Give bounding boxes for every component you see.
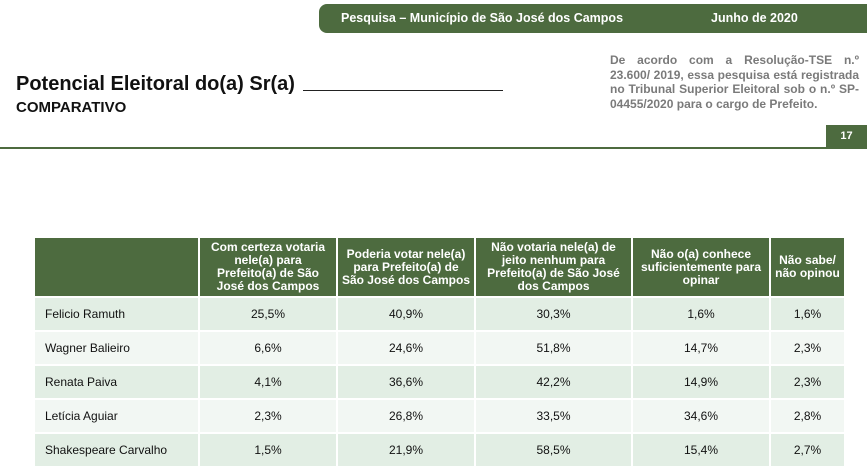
cell-does-not-know: 15,4% <box>631 432 771 466</box>
survey-date: Junho de 2020 <box>711 11 798 25</box>
candidate-name: Renata Paiva <box>35 364 200 399</box>
cell-does-not-know: 14,7% <box>631 330 771 365</box>
table-row: Felicio Ramuth 25,5% 40,9% 30,3% 1,6% 1,… <box>35 296 846 331</box>
legal-note: De acordo com a Resolução-TSE n.º 23.600… <box>610 53 859 111</box>
page-subtitle: COMPARATIVO <box>16 99 127 116</box>
page-title-text: Potencial Eleitoral do(a) Sr(a) <box>16 73 295 95</box>
cell-certainly-vote: 4,1% <box>198 364 338 399</box>
cell-would-not-vote: 42,2% <box>474 364 633 399</box>
page-title: Potencial Eleitoral do(a) Sr(a) <box>16 73 503 96</box>
cell-could-vote: 40,9% <box>336 296 476 331</box>
cell-does-not-know: 34,6% <box>631 398 771 433</box>
title-blank-line <box>302 90 503 91</box>
cell-would-not-vote: 30,3% <box>474 296 633 331</box>
cell-certainly-vote: 2,3% <box>198 398 338 433</box>
table-row: Letícia Aguiar 2,3% 26,8% 33,5% 34,6% 2,… <box>35 398 846 433</box>
cell-would-not-vote: 58,5% <box>474 432 633 466</box>
candidate-name: Wagner Balieiro <box>35 330 200 365</box>
page-number-badge: 17 <box>826 125 867 147</box>
candidate-name: Shakespeare Carvalho <box>35 432 200 466</box>
header-divider <box>0 147 867 149</box>
candidate-name: Letícia Aguiar <box>35 398 200 433</box>
cell-could-vote: 21,9% <box>336 432 476 466</box>
cell-would-not-vote: 33,5% <box>474 398 633 433</box>
header-band: Pesquisa – Município de São José dos Cam… <box>319 4 867 33</box>
column-header-does-not-know-candidate: Não o(a) conhece suficientemente para op… <box>631 238 771 297</box>
cell-could-vote: 24,6% <box>336 330 476 365</box>
column-header-could-vote: Poderia votar nele(a) para Prefeito(a) d… <box>336 238 476 297</box>
table-header-row: Com certeza votaria nele(a) para Prefeit… <box>35 238 846 297</box>
cell-no-opinion: 2,3% <box>769 330 846 365</box>
results-table: Com certeza votaria nele(a) para Prefeit… <box>35 238 846 466</box>
table-row: Shakespeare Carvalho 1,5% 21,9% 58,5% 15… <box>35 432 846 466</box>
cell-certainly-vote: 1,5% <box>198 432 338 466</box>
cell-no-opinion: 2,3% <box>769 364 846 399</box>
cell-does-not-know: 1,6% <box>631 296 771 331</box>
column-header-candidate <box>35 238 200 297</box>
cell-certainly-vote: 6,6% <box>198 330 338 365</box>
cell-no-opinion: 1,6% <box>769 296 846 331</box>
column-header-no-opinion: Não sabe/ não opinou <box>769 238 846 297</box>
table-row: Renata Paiva 4,1% 36,6% 42,2% 14,9% 2,3% <box>35 364 846 399</box>
cell-would-not-vote: 51,8% <box>474 330 633 365</box>
cell-could-vote: 36,6% <box>336 364 476 399</box>
table-row: Wagner Balieiro 6,6% 24,6% 51,8% 14,7% 2… <box>35 330 846 365</box>
cell-could-vote: 26,8% <box>336 398 476 433</box>
cell-certainly-vote: 25,5% <box>198 296 338 331</box>
column-header-would-not-vote: Não votaria nele(a) de jeito nenhum para… <box>474 238 633 297</box>
cell-no-opinion: 2,8% <box>769 398 846 433</box>
candidate-name: Felicio Ramuth <box>35 296 200 331</box>
cell-does-not-know: 14,9% <box>631 364 771 399</box>
cell-no-opinion: 2,7% <box>769 432 846 466</box>
survey-label: Pesquisa – Município de São José dos Cam… <box>341 11 624 25</box>
column-header-certainly-vote: Com certeza votaria nele(a) para Prefeit… <box>198 238 338 297</box>
